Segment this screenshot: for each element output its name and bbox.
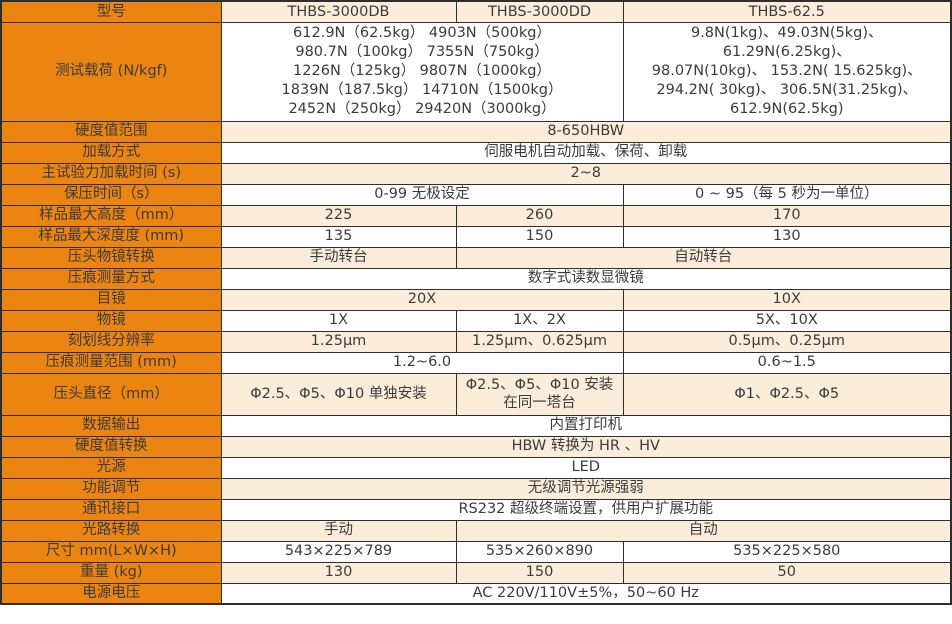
row-label-indent-measure-method: 压痕测量方式 bbox=[0, 267, 222, 290]
table-row-loading-method: 加载方式 伺服电机自动加载、保荷、卸载 bbox=[0, 141, 952, 164]
cell-model-thbs3000db: THBS-3000DB bbox=[220, 0, 457, 23]
row-label-light-source: 光源 bbox=[0, 456, 222, 479]
table-row-dwell-time: 保压时间（s） 0-99 无极设定 0 ~ 95（每 5 秒为一单位） bbox=[0, 183, 952, 206]
row-label-loading-method: 加载方式 bbox=[0, 141, 222, 164]
cell-indent-range-db-dd: 1.2~6.0 bbox=[220, 351, 624, 374]
row-label-test-load: 测试载荷 (N/kgf) bbox=[0, 21, 222, 122]
cell-objective-db: 1X bbox=[220, 309, 457, 332]
cell-reticle-db: 1.25μm bbox=[220, 330, 457, 353]
table-row-dimensions: 尺寸 mm(L×W×H) 543×225×789 535×260×890 535… bbox=[0, 540, 952, 563]
table-row-max-depth: 样品最大深度度 (mm) 135 150 130 bbox=[0, 225, 952, 248]
table-row-model: 型号 THBS-3000DB THBS-3000DD THBS-62.5 bbox=[0, 0, 952, 23]
row-label-indenter-diameter: 压头直径（mm） bbox=[0, 372, 222, 416]
cell-weight-625: 50 bbox=[622, 561, 952, 584]
row-label-hardness-conversion: 硬度值转换 bbox=[0, 435, 222, 458]
table-row-data-output: 数据输出 内置打印机 bbox=[0, 414, 952, 437]
cell-light-source: LED bbox=[220, 456, 952, 479]
table-row-max-height: 样品最大高度（mm） 225 260 170 bbox=[0, 204, 952, 227]
cell-turret-dd-625: 自动转台 bbox=[455, 246, 952, 269]
cell-eyepiece-db-dd: 20X bbox=[220, 288, 624, 311]
row-label-objective: 物镜 bbox=[0, 309, 222, 332]
row-label-weight: 重量 (kg) bbox=[0, 561, 222, 584]
cell-light-path-db: 手动 bbox=[220, 519, 457, 542]
cell-loading-method: 伺服电机自动加载、保荷、卸载 bbox=[220, 141, 952, 164]
cell-comm-interface: RS232 超级终端设置，供用户扩展功能 bbox=[220, 498, 952, 521]
table-row-light-source: 光源 LED bbox=[0, 456, 952, 479]
row-label-function-adjust: 功能调节 bbox=[0, 477, 222, 500]
table-row-turret-switch: 压头物镜转换 手动转台 自动转台 bbox=[0, 246, 952, 269]
cell-indenter-diam-625: Φ1、Φ2.5、Φ5 bbox=[622, 372, 952, 416]
row-label-data-output: 数据输出 bbox=[0, 414, 222, 437]
cell-reticle-625: 0.5μm、0.25μm bbox=[622, 330, 952, 353]
table-row-indent-measure-range: 压痕测量范围 (mm) 1.2~6.0 0.6~1.5 bbox=[0, 351, 952, 374]
cell-indenter-diam-dd: Φ2.5、Φ5、Φ10 安装 在同一塔台 bbox=[455, 372, 624, 416]
cell-max-depth-625: 130 bbox=[622, 225, 952, 248]
row-label-indent-measure-range: 压痕测量范围 (mm) bbox=[0, 351, 222, 374]
cell-dimensions-625: 535×225×580 bbox=[622, 540, 952, 563]
row-label-dwell-time: 保压时间（s） bbox=[0, 183, 222, 206]
row-label-comm-interface: 通讯接口 bbox=[0, 498, 222, 521]
row-label-reticle-resolution: 刻划线分辨率 bbox=[0, 330, 222, 353]
row-label-model: 型号 bbox=[0, 0, 222, 23]
cell-indent-range-625: 0.6~1.5 bbox=[622, 351, 952, 374]
cell-dwell-time-625: 0 ~ 95（每 5 秒为一单位） bbox=[622, 183, 952, 206]
table-row-light-path-switch: 光路转换 手动 自动 bbox=[0, 519, 952, 542]
table-row-power-voltage: 电源电压 AC 220V/110V±5%，50~60 Hz bbox=[0, 582, 952, 605]
table-row-test-load: 测试载荷 (N/kgf) 612.9N（62.5kg） 4903N（500kg）… bbox=[0, 21, 952, 122]
cell-indent-measure-method: 数字式读数显微镜 bbox=[220, 267, 952, 290]
cell-max-height-db: 225 bbox=[220, 204, 457, 227]
cell-objective-dd: 1X、2X bbox=[455, 309, 624, 332]
spec-table: 型号 THBS-3000DB THBS-3000DD THBS-62.5 测试载… bbox=[0, 0, 952, 605]
cell-dimensions-dd: 535×260×890 bbox=[455, 540, 624, 563]
row-label-max-depth: 样品最大深度度 (mm) bbox=[0, 225, 222, 248]
cell-turret-db: 手动转台 bbox=[220, 246, 457, 269]
cell-data-output: 内置打印机 bbox=[220, 414, 952, 437]
cell-eyepiece-625: 10X bbox=[622, 288, 952, 311]
cell-power-voltage: AC 220V/110V±5%，50~60 Hz bbox=[220, 582, 952, 605]
table-row-objective: 物镜 1X 1X、2X 5X、10X bbox=[0, 309, 952, 332]
cell-max-depth-dd: 150 bbox=[455, 225, 624, 248]
row-label-dimensions: 尺寸 mm(L×W×H) bbox=[0, 540, 222, 563]
cell-main-force-time: 2~8 bbox=[220, 162, 952, 185]
table-row-reticle-resolution: 刻划线分辨率 1.25μm 1.25μm、0.625μm 0.5μm、0.25μ… bbox=[0, 330, 952, 353]
cell-weight-dd: 150 bbox=[455, 561, 624, 584]
table-row-eyepiece: 目镜 20X 10X bbox=[0, 288, 952, 311]
row-label-power-voltage: 电源电压 bbox=[0, 582, 222, 605]
cell-model-thbs3000dd: THBS-3000DD bbox=[455, 0, 624, 23]
cell-reticle-dd: 1.25μm、0.625μm bbox=[455, 330, 624, 353]
cell-test-load-db-dd: 612.9N（62.5kg） 4903N（500kg） 980.7N（100kg… bbox=[220, 21, 624, 122]
cell-test-load-625: 9.8N(1kg)、49.03N(5kg)、 61.29N(6.25kg)、 9… bbox=[622, 21, 952, 122]
cell-max-height-625: 170 bbox=[622, 204, 952, 227]
cell-max-height-dd: 260 bbox=[455, 204, 624, 227]
cell-model-thbs625: THBS-62.5 bbox=[622, 0, 952, 23]
cell-hardness-range: 8-650HBW bbox=[220, 120, 952, 143]
row-label-indenter-objective-switch: 压头物镜转换 bbox=[0, 246, 222, 269]
cell-function-adjust: 无级调节光源强弱 bbox=[220, 477, 952, 500]
cell-objective-625: 5X、10X bbox=[622, 309, 952, 332]
row-label-max-height: 样品最大高度（mm） bbox=[0, 204, 222, 227]
table-row-hardness-range: 硬度值范围 8-650HBW bbox=[0, 120, 952, 143]
row-label-light-path-switch: 光路转换 bbox=[0, 519, 222, 542]
cell-hardness-conversion: HBW 转换为 HR 、HV bbox=[220, 435, 952, 458]
cell-max-depth-db: 135 bbox=[220, 225, 457, 248]
cell-dwell-time-db-dd: 0-99 无极设定 bbox=[220, 183, 624, 206]
table-row-indent-measure-method: 压痕测量方式 数字式读数显微镜 bbox=[0, 267, 952, 290]
cell-weight-db: 130 bbox=[220, 561, 457, 584]
table-row-indenter-diameter: 压头直径（mm） Φ2.5、Φ5、Φ10 单独安装 Φ2.5、Φ5、Φ10 安装… bbox=[0, 372, 952, 416]
table-row-weight: 重量 (kg) 130 150 50 bbox=[0, 561, 952, 584]
row-label-eyepiece: 目镜 bbox=[0, 288, 222, 311]
row-label-hardness-range: 硬度值范围 bbox=[0, 120, 222, 143]
table-row-function-adjust: 功能调节 无级调节光源强弱 bbox=[0, 477, 952, 500]
table-row-comm-interface: 通讯接口 RS232 超级终端设置，供用户扩展功能 bbox=[0, 498, 952, 521]
row-label-main-force-time: 主试验力加载时间 (s) bbox=[0, 162, 222, 185]
cell-light-path-dd-625: 自动 bbox=[455, 519, 952, 542]
cell-dimensions-db: 543×225×789 bbox=[220, 540, 457, 563]
table-row-main-force-time: 主试验力加载时间 (s) 2~8 bbox=[0, 162, 952, 185]
table-row-hardness-conversion: 硬度值转换 HBW 转换为 HR 、HV bbox=[0, 435, 952, 458]
cell-indenter-diam-db: Φ2.5、Φ5、Φ10 单独安装 bbox=[220, 372, 457, 416]
